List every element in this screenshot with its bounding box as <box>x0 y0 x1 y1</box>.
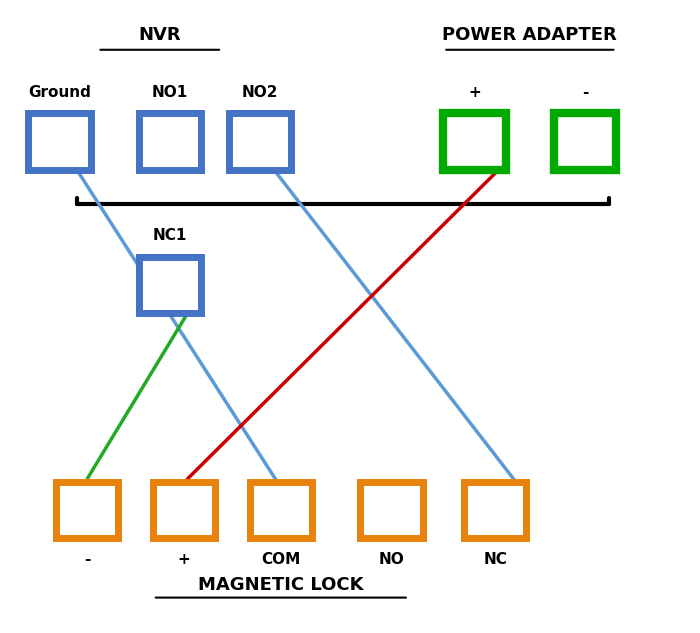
FancyBboxPatch shape <box>250 482 312 538</box>
FancyBboxPatch shape <box>139 257 202 313</box>
FancyBboxPatch shape <box>229 113 291 170</box>
Text: POWER ADAPTER: POWER ADAPTER <box>442 26 617 44</box>
Text: NC1: NC1 <box>153 229 188 244</box>
Text: Ground: Ground <box>28 85 91 100</box>
FancyBboxPatch shape <box>360 482 423 538</box>
Text: NO: NO <box>379 552 405 567</box>
Text: COM: COM <box>261 552 300 567</box>
FancyBboxPatch shape <box>139 113 202 170</box>
FancyBboxPatch shape <box>153 482 215 538</box>
Text: +: + <box>468 85 481 100</box>
Text: -: - <box>582 85 589 100</box>
Text: -: - <box>84 552 90 567</box>
Text: NVR: NVR <box>139 26 181 44</box>
Text: NO2: NO2 <box>241 85 279 100</box>
FancyBboxPatch shape <box>56 482 118 538</box>
Text: NO1: NO1 <box>152 85 188 100</box>
Text: NC: NC <box>483 552 507 567</box>
Text: +: + <box>178 552 190 567</box>
FancyBboxPatch shape <box>554 113 616 170</box>
FancyBboxPatch shape <box>464 482 526 538</box>
FancyBboxPatch shape <box>443 113 505 170</box>
Text: MAGNETIC LOCK: MAGNETIC LOCK <box>198 577 363 594</box>
FancyBboxPatch shape <box>29 113 90 170</box>
